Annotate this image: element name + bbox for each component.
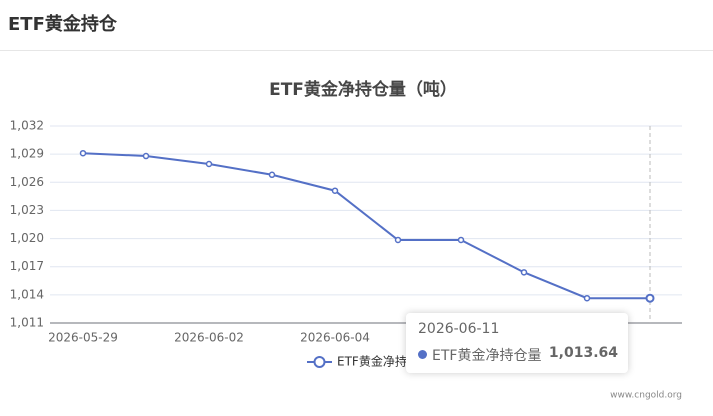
- x-tick-label: 2026-06-02: [174, 331, 244, 345]
- y-tick-label: 1,014: [10, 287, 44, 301]
- point: [79, 149, 87, 157]
- point: [205, 160, 213, 168]
- point: [268, 171, 276, 179]
- source: www.cngold.org: [610, 391, 682, 401]
- tooltip: 2026-06-11 ETF黄金净持仓量 1,013.64: [406, 313, 628, 373]
- tooltip-marker: [418, 350, 427, 359]
- legend-icon: [313, 356, 326, 368]
- x-tick-label: 2026-06-04: [300, 331, 370, 345]
- point: [394, 236, 402, 244]
- tooltip-value: 1,013.64: [548, 345, 618, 361]
- point: [645, 293, 655, 303]
- point: [583, 294, 591, 302]
- x-tick-label: 2026-05-29: [48, 331, 118, 345]
- chart-title: ETF黄金净持仓量（吨）: [269, 79, 457, 100]
- point: [520, 269, 528, 276]
- header-title: ETF黄金持仓: [8, 14, 117, 35]
- header: ETF黄金持仓: [0, 0, 713, 51]
- y-tick-label: 1,020: [10, 231, 44, 245]
- tooltip-label: ETF黄金净持仓量: [432, 348, 542, 364]
- point: [457, 236, 465, 244]
- point: [331, 187, 339, 194]
- y-tick-label: 1,023: [10, 203, 44, 217]
- line: [82, 152, 650, 300]
- y-tick-label: 1,032: [10, 119, 44, 133]
- y-tick-label: 1,011: [10, 316, 44, 330]
- tooltip-title: 2026-06-11: [418, 321, 500, 337]
- point: [142, 152, 150, 160]
- y-tick-label: 1,029: [10, 147, 44, 161]
- y-tick-label: 1,026: [10, 175, 44, 189]
- y-tick-label: 1,017: [10, 259, 44, 273]
